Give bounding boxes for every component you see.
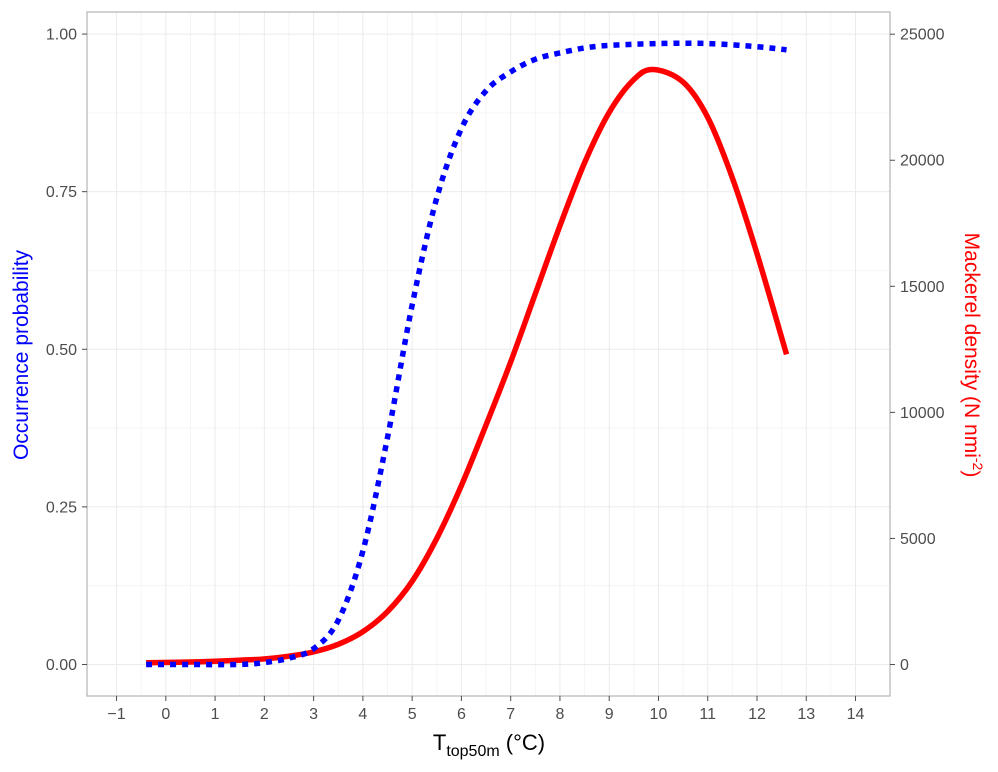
x-tick-label: 9 — [605, 706, 614, 723]
x-tick-label: 2 — [260, 706, 269, 723]
x-axis-title-unit: (°C) — [500, 730, 545, 755]
x-axis-title-main: T — [433, 730, 446, 755]
x-tick-label: 7 — [506, 706, 515, 723]
x-tick-label: 8 — [555, 706, 564, 723]
y-left-tick-label: 0.25 — [46, 499, 77, 516]
series — [146, 40, 790, 668]
x-tick-label: 11 — [699, 706, 716, 723]
x-tick-label: 10 — [650, 706, 668, 723]
y-axis-right-title-main: Mackerel density (N nmi — [960, 233, 983, 458]
x-axis-title-sub: top50m — [446, 743, 499, 760]
y-right-tick-label: 0 — [900, 657, 909, 674]
y-right-tick-label: 20000 — [900, 153, 945, 170]
y-right-tick-label: 15000 — [900, 279, 945, 296]
y-left-tick-label: 0.75 — [46, 184, 77, 201]
y-left-tick-label: 1.00 — [46, 27, 77, 44]
x-tick-label: 1 — [211, 706, 220, 723]
mackerel-density-line — [146, 66, 790, 666]
x-tick-label: 4 — [358, 706, 367, 723]
y-right-tick-label: 10000 — [900, 405, 945, 422]
panel-border — [86, 11, 891, 697]
x-tick-label: 12 — [748, 706, 766, 723]
x-tick-label: 3 — [309, 706, 318, 723]
y-axis-left-title: Occurrence probability — [10, 249, 33, 460]
x-tick-label: 5 — [408, 706, 417, 723]
x-tick-label: −1 — [107, 706, 125, 723]
x-axis-title: Ttop50m (°C) — [433, 730, 545, 760]
x-tick-label: 13 — [797, 706, 815, 723]
y-axis-right-title: Mackerel density (N nmi-2) — [960, 233, 986, 478]
occurrence-probability-line — [146, 40, 787, 668]
y-axis-right-title-end: ) — [960, 470, 983, 477]
y-axis-right-title-sup: -2 — [970, 458, 986, 471]
y-left-tick-label: 0.00 — [46, 657, 77, 674]
ticks: −1 0 1 2 3 4 5 6 7 8 9 10 11 12 13 140.000.250.500.751.… — [46, 27, 945, 723]
y-right-tick-label: 25000 — [900, 27, 945, 44]
minor-grid — [87, 12, 890, 696]
y-right-tick-label: 5000 — [900, 531, 936, 548]
x-tick-label: 6 — [457, 706, 466, 723]
x-tick-label: 14 — [847, 706, 865, 723]
x-tick-label: 0 — [161, 706, 170, 723]
y-left-tick-label: 0.50 — [46, 342, 77, 359]
